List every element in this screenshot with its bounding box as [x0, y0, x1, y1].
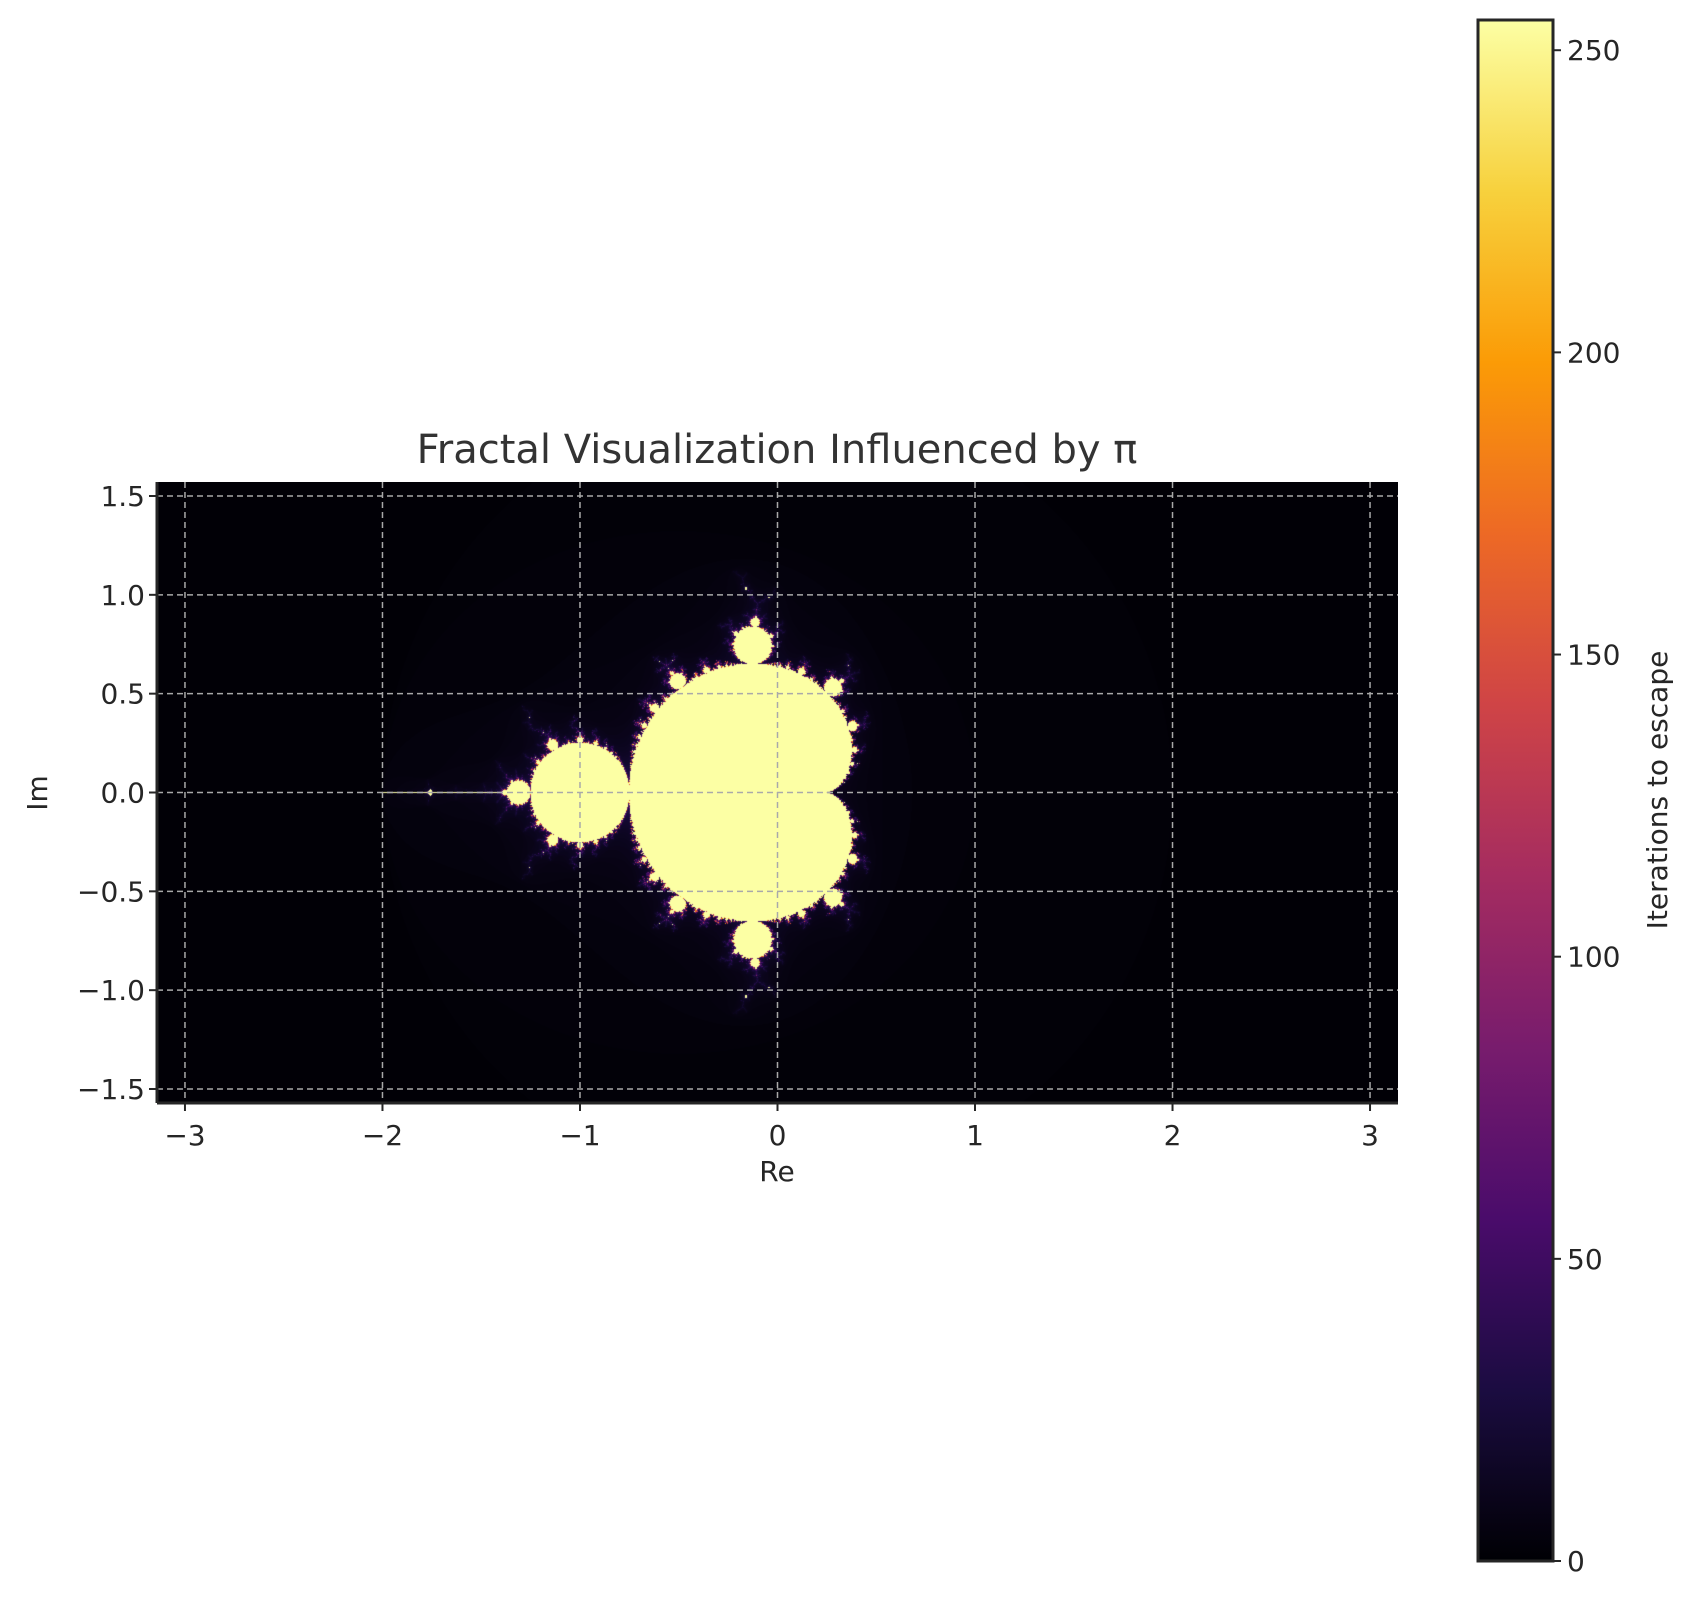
x-tick-label: 2 — [1164, 1119, 1182, 1152]
colorbar-tick-label: 100 — [1567, 941, 1620, 974]
colorbar-tick-label: 250 — [1567, 34, 1620, 67]
y-tick-label: 1.0 — [100, 579, 145, 612]
colorbar-gradient — [1478, 20, 1553, 1561]
y-tick-label: 0.5 — [100, 678, 145, 711]
y-ticks: 1.5 1.0 0.5 0.0 −0.5 −1.0 −1.5 — [77, 480, 157, 1106]
colorbar-tick-label: 200 — [1567, 336, 1620, 369]
x-axis-label: Re — [759, 1155, 794, 1188]
x-tick-label: 3 — [1361, 1119, 1379, 1152]
x-tick-label: 0 — [769, 1119, 787, 1152]
y-tick-label: −0.5 — [77, 875, 145, 908]
y-tick-label: −1.0 — [77, 974, 145, 1007]
chart-title: Fractal Visualization Influenced by π — [417, 427, 1138, 473]
y-tick-label: −1.5 — [77, 1073, 145, 1106]
x-ticks: −3 −2 −1 0 1 2 3 — [164, 1103, 1379, 1152]
y-tick-label: 1.5 — [100, 480, 145, 513]
x-tick-label: −2 — [362, 1119, 403, 1152]
colorbar-tick-label: 50 — [1567, 1243, 1603, 1276]
colorbar-ticks: 0 50 100 150 200 250 — [1553, 34, 1620, 1578]
x-tick-label: 1 — [966, 1119, 984, 1152]
grid-lines — [157, 482, 1398, 1103]
y-tick-label: 0.0 — [100, 777, 145, 810]
colorbar-label: Iterations to escape — [1641, 651, 1674, 930]
x-tick-label: −3 — [164, 1119, 205, 1152]
colorbar-frame — [1476, 18, 1555, 1563]
colorbar-tick-label: 0 — [1567, 1545, 1585, 1578]
x-tick-label: −1 — [559, 1119, 600, 1152]
plot-area: −3 −2 −1 0 1 2 3 1.5 1.0 0.5 0.0 −0.5 −1.0 −1.5 — [77, 480, 1398, 1152]
colorbar-tick-label: 150 — [1567, 639, 1620, 672]
y-axis-label: Im — [21, 775, 54, 811]
colorbar: 0 50 100 150 200 250 Iterations to escape — [1476, 18, 1674, 1578]
